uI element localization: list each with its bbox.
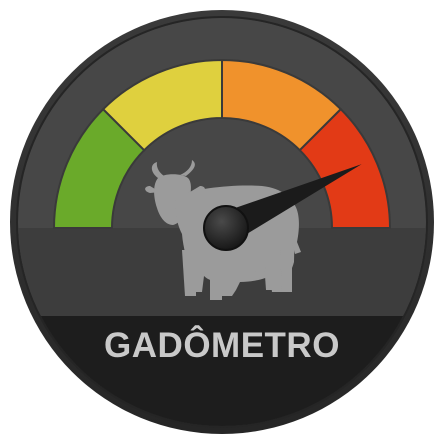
gauge-zones [52, 58, 392, 229]
needle-pointer [219, 164, 362, 243]
needle-hub [203, 205, 249, 251]
gauge-bezel-ring [16, 16, 428, 428]
gauge-needle [219, 164, 362, 243]
gauge-zone-red [298, 107, 392, 229]
gauge-title: GADÔMETRO [104, 326, 340, 365]
